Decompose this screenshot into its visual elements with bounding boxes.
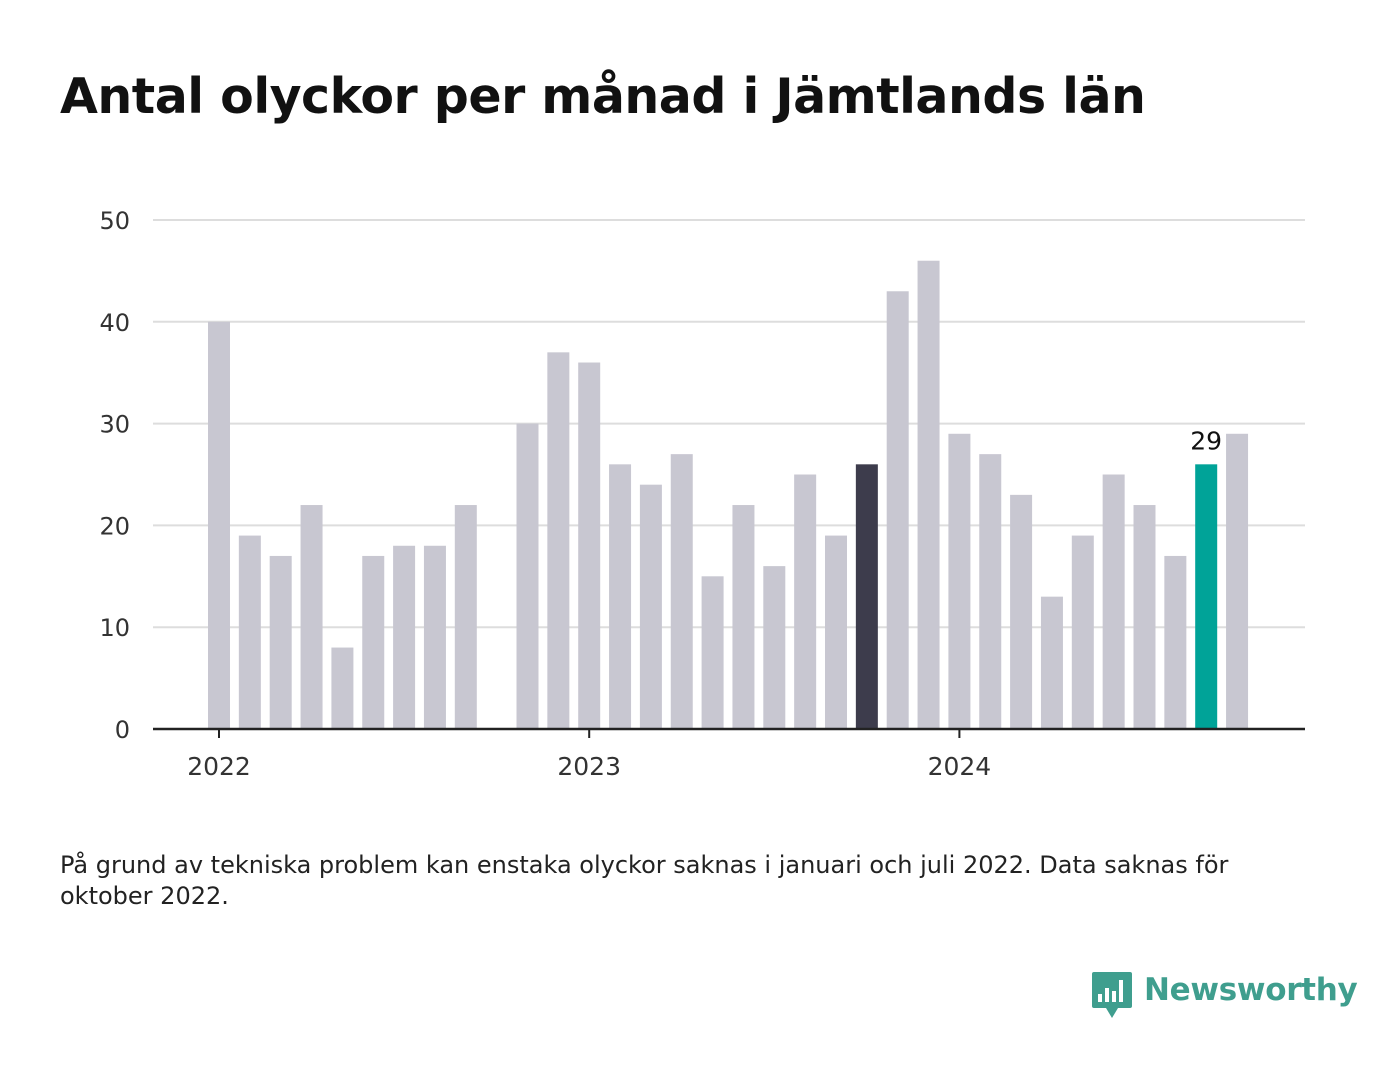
bar-2024-08 <box>1164 555 1187 729</box>
x-axis: 2022 2023 2024 <box>153 727 1305 781</box>
bar-2022-04 <box>300 505 323 729</box>
bar-2024-01 <box>948 433 971 729</box>
bar-2022-09 <box>454 505 477 729</box>
bar-2023-02 <box>609 464 632 729</box>
bar-2022-11 <box>516 423 539 729</box>
y-axis-ticks: 0 10 20 30 40 50 <box>99 207 130 744</box>
brand-name: Newsworthy <box>1144 972 1358 1008</box>
bar-2023-07 <box>763 566 786 729</box>
bar-2022-03 <box>269 555 292 729</box>
bars <box>208 260 1249 729</box>
y-tick-label: 40 <box>99 309 130 337</box>
bar-2022-01 <box>208 321 230 729</box>
bar-2023-06 <box>732 505 755 729</box>
bar-2023-10 <box>855 464 878 729</box>
bar-2024-05 <box>1071 535 1094 729</box>
y-tick-label: 10 <box>99 614 130 642</box>
bar-2023-03 <box>639 484 662 729</box>
newsworthy-logo-icon <box>1092 972 1132 1018</box>
bar-2022-12 <box>547 352 570 729</box>
y-tick-label: 30 <box>99 411 130 439</box>
bar-2023-08 <box>794 474 817 729</box>
bar-2024-02 <box>979 454 1002 729</box>
x-tick-label: 2022 <box>187 752 251 781</box>
bar-chart: 0 10 20 30 40 50 2022 2023 2024 29 <box>99 207 1305 781</box>
bar-2024-03 <box>1010 494 1033 729</box>
gridlines <box>153 219 1305 629</box>
x-tick-label: 2023 <box>557 752 621 781</box>
y-tick-label: 0 <box>115 716 130 744</box>
bar-2023-05 <box>701 576 724 729</box>
bar-2022-02 <box>238 535 261 729</box>
bar-2024-09 <box>1195 464 1218 729</box>
bar-2023-11 <box>886 291 909 729</box>
bar-2022-06 <box>362 555 385 729</box>
bar-2022-07 <box>393 545 416 729</box>
data-labels: 29 <box>1190 426 1222 455</box>
bar-2023-04 <box>670 454 693 729</box>
bar-2023-01 <box>578 362 601 729</box>
newsworthy-logo: Newsworthy <box>1090 970 1358 1022</box>
chart-title: Antal olyckor per månad i Jämtlands län <box>60 68 1146 125</box>
bar-2024-07 <box>1133 505 1156 729</box>
y-tick-label: 20 <box>99 512 130 540</box>
chart-footnote: På grund av tekniska problem kan enstaka… <box>60 851 1229 910</box>
bar-undefined <box>1226 433 1249 729</box>
data-label-2024-09: 29 <box>1190 426 1222 455</box>
bar-2022-05 <box>331 647 354 729</box>
bar-2024-06 <box>1102 474 1125 729</box>
bar-2023-09 <box>825 535 847 729</box>
bar-2022-08 <box>423 545 446 729</box>
bar-2023-12 <box>917 260 940 729</box>
bar-2024-04 <box>1040 596 1063 729</box>
y-tick-label: 50 <box>99 207 130 235</box>
x-tick-label: 2024 <box>928 752 992 781</box>
